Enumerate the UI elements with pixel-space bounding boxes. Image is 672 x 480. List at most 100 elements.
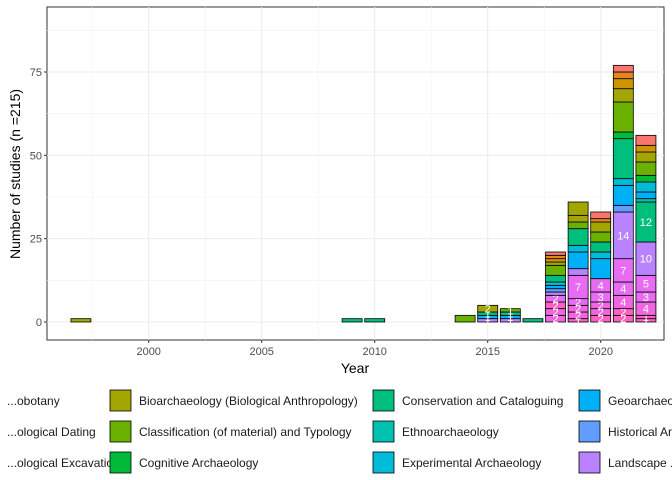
bar-segment	[567, 214, 589, 223]
bar-segment	[545, 284, 566, 290]
legend-label: Ethnoarchaeology	[402, 425, 499, 439]
bar-segment	[341, 318, 363, 323]
bar-segment-label: 14	[617, 230, 629, 242]
bar-segment	[635, 134, 657, 146]
bar-segment	[612, 184, 634, 206]
legend-item: ...ological Excavation	[7, 456, 120, 470]
bar-segment	[590, 211, 612, 220]
bar-segment	[567, 268, 589, 276]
bar-segment-label: 4	[643, 304, 649, 316]
legend-item: Bioarchaeology (Biological Anthropology)	[109, 389, 358, 412]
bar-segment	[567, 251, 589, 270]
bar-segment-label: 1	[507, 309, 513, 321]
bar-segment-label: 1	[485, 312, 491, 324]
bar-segment-label: 5	[643, 279, 649, 291]
legend-key	[578, 451, 601, 474]
legend-item: Conservation and Cataloguing	[372, 389, 563, 412]
bar-segment-label: 2	[552, 307, 558, 319]
bar-segment-label: 2	[552, 314, 558, 326]
bar-segment-label: 4	[620, 297, 626, 309]
x-tick-label: 2000	[136, 346, 160, 358]
bar-segment	[567, 201, 589, 216]
legend-item: ...ological Dating	[7, 425, 96, 439]
bar-segment	[545, 251, 566, 256]
bar-segment	[545, 288, 566, 293]
bar-segment	[590, 218, 612, 223]
bar-segment-label: 2	[485, 304, 491, 316]
bar-segment-label: 2	[575, 304, 581, 316]
bar-segment-label: 2	[552, 300, 558, 312]
bar-segment	[499, 308, 521, 313]
legend-label: Bioarchaeology (Biological Anthropology)	[139, 394, 358, 408]
bar-segment	[545, 274, 566, 283]
y-tick-label: 0	[36, 317, 42, 329]
legend-item: Cognitive Archaeology	[109, 451, 258, 474]
legend-key	[372, 389, 395, 412]
bar-segment	[635, 174, 657, 183]
bar-segment	[635, 181, 657, 193]
bar-segment	[612, 101, 634, 133]
bar-segment-label: 3	[598, 292, 604, 304]
bar-segment-label: 4	[598, 280, 604, 292]
x-tick-label: 2020	[588, 346, 612, 358]
bar-segment-label: 2	[620, 307, 626, 319]
bar-segment	[635, 191, 657, 200]
bar-segment-label: 2	[552, 294, 558, 306]
bar-segment-label: 10	[640, 254, 652, 266]
legend-key	[372, 451, 395, 474]
bar-segment-label: 2	[620, 314, 626, 326]
bar-segment	[545, 264, 566, 276]
legend-label: Geoarchaeo...	[608, 394, 672, 408]
legend-label: ...ological Excavation	[7, 456, 120, 470]
bar-segment	[567, 228, 589, 246]
axes-group: 0 25 50 75 2000 2005 2010 2015 2020	[30, 67, 613, 358]
bar-segment	[612, 78, 634, 90]
legend-label: ...obotany	[7, 394, 60, 408]
bar-segment	[590, 221, 612, 233]
legend-label: Cognitive Archaeology	[139, 456, 258, 470]
bar-segment-label: 1	[507, 305, 513, 317]
legend-label: Conservation and Cataloguing	[402, 394, 563, 408]
bar-segment	[635, 151, 657, 163]
legend: ...obotany ...ological Dating ...ological …	[7, 389, 672, 474]
legend-label: Landscape ...	[608, 456, 672, 470]
bar-segment	[612, 71, 634, 80]
legend-item: Geoarchaeo...	[578, 389, 672, 412]
bar-segment	[545, 258, 566, 263]
bar-segment	[70, 318, 92, 323]
bar-segment	[612, 131, 634, 140]
legend-item: Ethnoarchaeology	[372, 420, 499, 443]
bar-segment	[612, 178, 634, 186]
legend-label: Classification (of material) and Typolog…	[139, 425, 352, 439]
bar-segment-label: 3	[643, 292, 649, 304]
x-tick-label: 2010	[362, 346, 386, 358]
bar-segment	[612, 204, 634, 213]
bar-segment-label: 2	[598, 300, 604, 312]
legend-key	[578, 420, 601, 443]
bar-segment-label: 1	[643, 312, 649, 324]
legend-label: Experimental Archaeology	[402, 456, 541, 470]
bar-segment	[612, 138, 634, 180]
bar-segment-label: 2	[575, 297, 581, 309]
legend-key	[578, 389, 601, 412]
bar-segment	[522, 318, 544, 323]
bar-segment	[545, 291, 566, 296]
bar-segment	[635, 198, 657, 203]
y-tick-label: 75	[30, 67, 42, 79]
x-tick-label: 2015	[475, 346, 499, 358]
y-tick-label: 50	[30, 150, 42, 162]
legend-item: ...obotany	[7, 394, 60, 408]
bar-segment	[545, 281, 566, 286]
legend-item: Classification (of material) and Typolog…	[109, 420, 352, 443]
legend-item: Experimental Archaeology	[372, 451, 541, 474]
bar-segment-label: 1	[643, 315, 649, 327]
bar-segment-label: 1	[507, 312, 513, 324]
x-axis-title: Year	[341, 360, 370, 376]
bar-segment	[612, 88, 634, 103]
bar-segment-label: 7	[620, 265, 626, 277]
bar-segment	[567, 221, 589, 230]
bar-segment	[590, 241, 612, 253]
bar-segment-label: 4	[620, 284, 626, 296]
